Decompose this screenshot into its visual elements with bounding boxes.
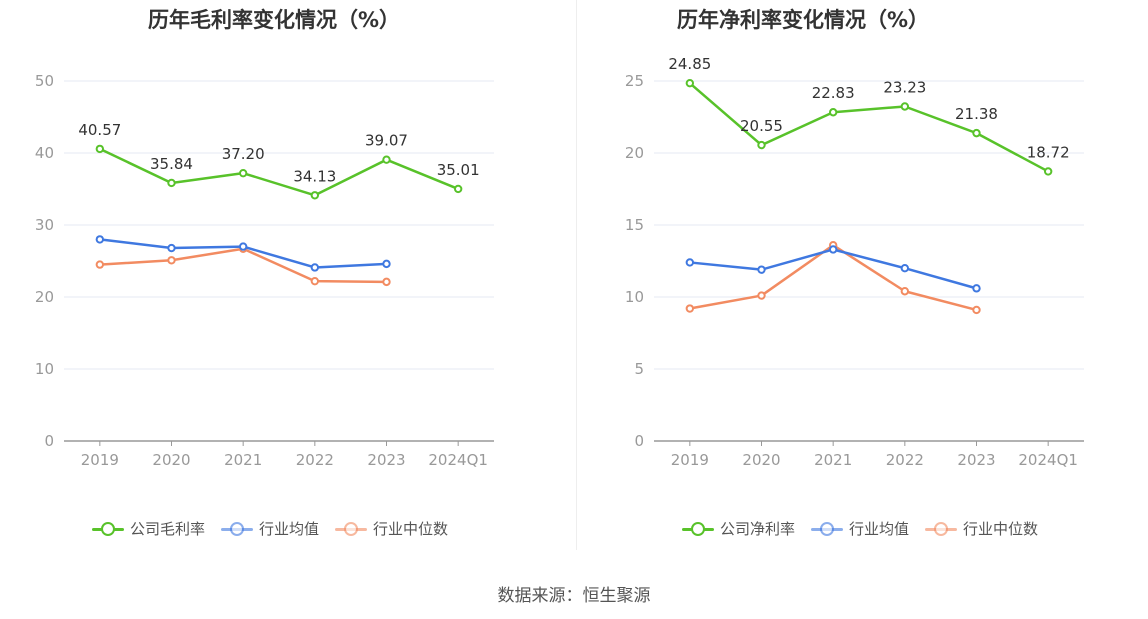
data-point-company: [382, 155, 391, 164]
series-line-company: [99, 147, 459, 197]
x-tick-label: 2021: [224, 451, 262, 469]
legend-label-company: 公司净利率: [720, 520, 796, 538]
data-label: 40.57: [78, 121, 121, 139]
y-tick-label: 20: [625, 144, 644, 162]
y-tick-label: 25: [625, 72, 644, 90]
legend-label-industry-avg: 行业均值: [849, 520, 910, 538]
data-label: 22.83: [812, 84, 855, 102]
y-tick-label: 40: [35, 144, 54, 162]
data-point-industry_avg: [95, 235, 105, 244]
data-point-company: [685, 78, 695, 88]
y-tick-label: 50: [35, 72, 54, 90]
data-point-industry_median: [95, 260, 105, 269]
data-point-company: [1043, 167, 1053, 176]
x-tick-label: 2019: [671, 451, 709, 469]
legend-swatch-company: [92, 521, 124, 536]
legend-item-industry-median[interactable]: 行业中位数: [925, 518, 1038, 539]
gross-margin-legend: 公司毛利率 行业均值 行业中位数: [92, 518, 448, 539]
legend-item-company[interactable]: 公司毛利率: [92, 518, 205, 539]
net-margin-legend: 公司净利率 行业均值 行业中位数: [682, 518, 1038, 539]
legend-label-company: 公司毛利率: [130, 520, 206, 538]
x-tick-label: 2024Q1: [428, 451, 488, 469]
y-tick-label: 10: [625, 288, 644, 306]
x-tick-label: 2020: [742, 451, 780, 469]
data-label: 35.01: [437, 161, 480, 179]
legend-label-industry-avg: 行业均值: [259, 520, 320, 538]
net-margin-panel: 历年净利率变化情况（%） 0 5 10 15 20 25 2019 2020 2021 2022 2…: [577, 0, 1148, 560]
data-point-company: [972, 128, 981, 138]
data-point-industry_median: [382, 277, 391, 287]
data-point-industry_avg: [382, 259, 391, 269]
data-point-company: [900, 102, 910, 111]
data-label: 34.13: [293, 167, 336, 185]
y-tick-label: 0: [44, 432, 54, 450]
x-tick-label: 2021: [814, 451, 852, 469]
data-point-company: [167, 178, 176, 188]
legend-item-industry-median[interactable]: 行业中位数: [335, 518, 448, 539]
series-line-industry_avg: [689, 248, 977, 290]
legend-swatch-industry-avg: [221, 521, 254, 536]
data-label: 24.85: [668, 55, 711, 73]
net-margin-chart-title: 历年净利率变化情况（%）: [676, 8, 930, 32]
data-label: 35.84: [150, 155, 193, 173]
x-tick-label: 2023: [957, 451, 995, 469]
legend-swatch-industry-median: [925, 521, 958, 536]
legend-swatch-industry-median: [335, 521, 368, 536]
gross-margin-panel: 历年毛利率变化情况（%） 0 10 20 30 40 50 2019 2020 2021 2022…: [0, 0, 574, 560]
data-label: 21.38: [955, 105, 998, 123]
x-tick-label: 2022: [886, 451, 924, 469]
data-point-industry_median: [685, 304, 695, 313]
legend-item-company[interactable]: 公司净利率: [682, 518, 795, 539]
data-point-industry_avg: [238, 242, 248, 251]
data-point-industry_median: [167, 256, 176, 265]
legend-swatch-company: [682, 521, 714, 536]
data-point-company: [828, 108, 838, 117]
data-point-company: [757, 140, 766, 150]
y-tick-label: 30: [35, 216, 54, 234]
data-point-industry_median: [757, 291, 766, 300]
y-tick-label: 5: [634, 360, 644, 378]
data-point-industry_median: [310, 276, 320, 286]
gross-margin-chart: 0 10 20 30 40 50 2019 2020 2021 2022 2023 2024Q1 40.…: [35, 72, 494, 469]
data-label: 37.20: [222, 145, 265, 163]
x-tick-label: 2024Q1: [1018, 451, 1078, 469]
gross-margin-chart-title: 历年毛利率变化情况（%）: [147, 8, 401, 32]
net-margin-chart: 0 5 10 15 20 25 2019 2020 2021 2022 2023 2024Q1 24.8…: [625, 55, 1084, 469]
legend-swatch-industry-avg: [811, 521, 844, 536]
data-point-company: [310, 191, 320, 200]
data-point-industry_avg: [972, 284, 981, 293]
data-source-note: 数据来源：恒生聚源: [497, 586, 651, 606]
legend-item-industry-avg[interactable]: 行业均值: [811, 518, 909, 539]
data-point-industry_avg: [310, 263, 320, 272]
panel-divider: [576, 0, 577, 550]
x-tick-label: 2019: [81, 451, 119, 469]
data-label: 18.72: [1027, 143, 1070, 161]
x-tick-label: 2022: [296, 451, 334, 469]
data-point-industry_median: [900, 287, 910, 296]
data-label: 23.23: [883, 78, 926, 96]
y-tick-label: 20: [35, 288, 54, 306]
data-point-company: [238, 168, 248, 178]
data-label: 39.07: [365, 132, 408, 150]
data-point-industry_avg: [900, 264, 910, 273]
legend-item-industry-avg[interactable]: 行业均值: [221, 518, 319, 539]
data-point-company: [95, 144, 105, 154]
y-tick-label: 15: [625, 216, 644, 234]
data-point-industry_avg: [757, 265, 766, 274]
data-point-industry_avg: [685, 258, 695, 267]
y-tick-label: 0: [634, 432, 644, 450]
data-point-industry_avg: [167, 243, 176, 253]
legend-label-industry-median: 行业中位数: [963, 520, 1039, 538]
data-point-industry_avg: [828, 245, 838, 254]
y-tick-label: 10: [35, 360, 54, 378]
x-tick-label: 2023: [367, 451, 405, 469]
data-label: 20.55: [740, 117, 783, 135]
legend-label-industry-median: 行业中位数: [373, 520, 449, 538]
data-point-industry_median: [972, 305, 981, 315]
series-line-company: [689, 82, 1049, 173]
x-tick-label: 2020: [152, 451, 190, 469]
data-point-company: [453, 184, 463, 194]
